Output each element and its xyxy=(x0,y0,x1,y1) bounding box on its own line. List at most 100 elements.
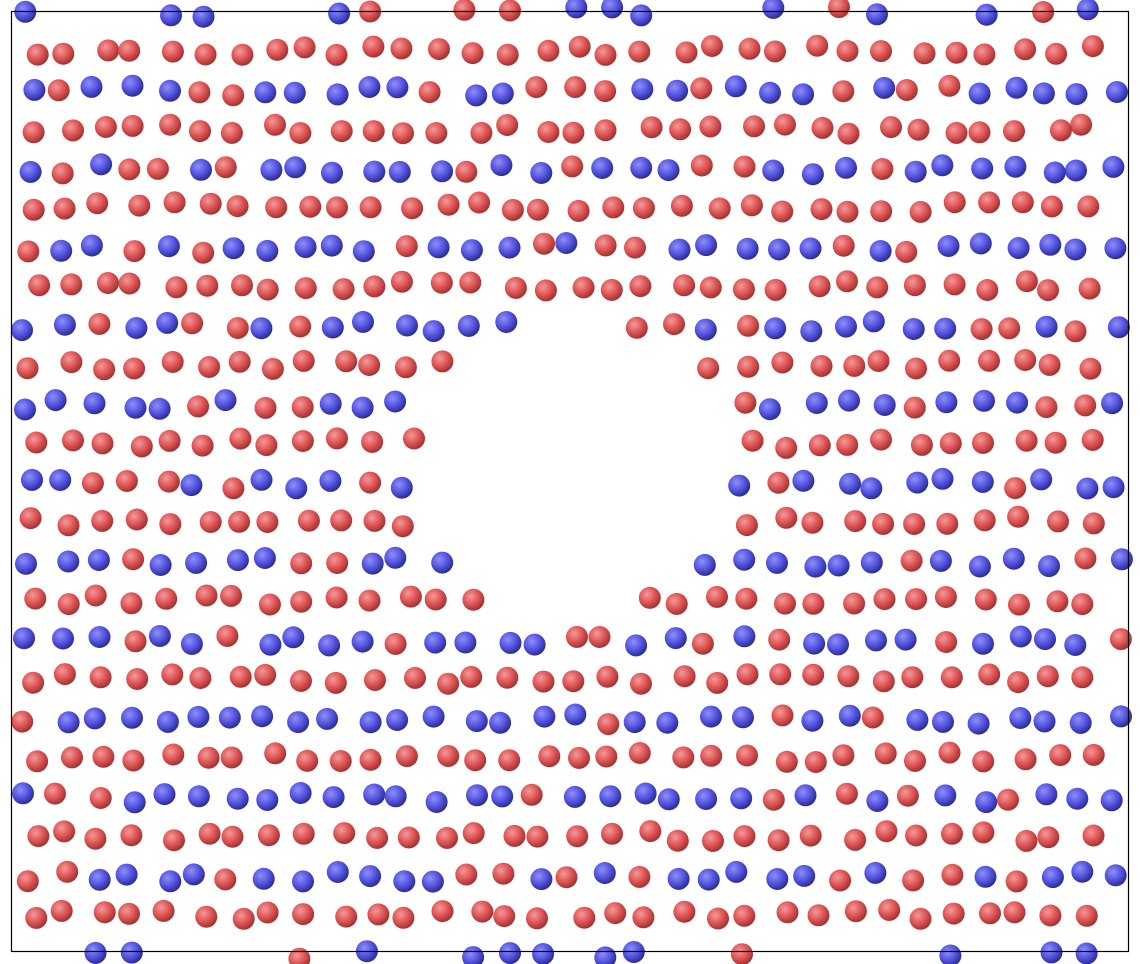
red-atom xyxy=(979,902,1001,925)
red-atom xyxy=(936,512,959,535)
blue-atom xyxy=(256,789,279,811)
blue-atom xyxy=(87,549,110,571)
blue-atom xyxy=(321,161,343,184)
blue-atom xyxy=(1038,555,1060,578)
blue-atom xyxy=(1102,155,1125,178)
simulation-box xyxy=(10,10,1130,953)
red-atom xyxy=(47,79,70,102)
blue-atom xyxy=(792,469,815,492)
red-atom xyxy=(361,430,384,453)
red-atom xyxy=(430,271,453,294)
red-atom xyxy=(561,155,584,178)
blue-atom xyxy=(860,551,883,574)
red-atom xyxy=(403,427,425,450)
red-atom xyxy=(1046,590,1069,613)
red-atom xyxy=(837,122,860,145)
red-atom xyxy=(254,663,277,686)
blue-atom xyxy=(728,474,751,497)
blue-atom xyxy=(283,81,306,104)
red-atom xyxy=(222,477,245,500)
blue-atom xyxy=(1100,789,1123,812)
blue-atom xyxy=(250,317,273,340)
blue-atom xyxy=(667,867,690,890)
red-atom xyxy=(161,663,184,686)
blue-atom xyxy=(968,555,991,578)
blue-atom xyxy=(931,467,954,490)
blue-atom xyxy=(185,551,208,574)
red-atom xyxy=(159,113,182,136)
red-atom xyxy=(198,822,221,845)
blue-atom xyxy=(1006,391,1029,414)
red-atom xyxy=(93,358,116,381)
red-atom xyxy=(836,40,859,62)
red-atom xyxy=(903,513,926,535)
blue-atom xyxy=(180,633,203,655)
red-atom xyxy=(526,907,548,930)
red-atom xyxy=(391,515,414,538)
blue-atom xyxy=(322,786,345,809)
blue-atom xyxy=(630,4,653,27)
blue-atom xyxy=(226,549,249,572)
blue-atom xyxy=(937,235,960,257)
red-atom xyxy=(810,355,833,377)
red-atom xyxy=(736,663,759,686)
red-atom xyxy=(534,279,557,302)
red-atom xyxy=(115,470,138,492)
red-atom xyxy=(672,746,695,769)
red-atom xyxy=(332,278,355,301)
red-atom xyxy=(566,625,588,648)
red-atom xyxy=(1074,547,1097,570)
red-atom xyxy=(808,434,831,457)
red-atom xyxy=(363,509,386,532)
blue-atom xyxy=(929,549,952,572)
red-atom xyxy=(91,432,114,455)
red-atom xyxy=(264,742,287,765)
blue-atom xyxy=(124,396,147,419)
red-atom xyxy=(460,665,483,688)
red-atom xyxy=(492,862,515,885)
red-atom xyxy=(903,274,926,297)
red-atom xyxy=(1015,270,1038,293)
red-atom xyxy=(706,671,729,694)
red-atom xyxy=(940,666,963,689)
blue-atom xyxy=(530,162,553,184)
red-atom xyxy=(226,317,249,339)
red-atom xyxy=(496,43,519,66)
blue-atom xyxy=(250,468,273,491)
blue-atom xyxy=(801,709,824,732)
red-atom xyxy=(325,43,348,66)
red-atom xyxy=(829,869,852,892)
red-atom xyxy=(699,276,722,299)
red-atom xyxy=(708,197,731,220)
blue-atom xyxy=(904,160,927,183)
blue-atom xyxy=(359,711,382,734)
red-atom xyxy=(290,590,313,613)
red-atom xyxy=(228,510,251,533)
red-atom xyxy=(837,665,860,688)
red-atom xyxy=(504,276,527,299)
blue-atom xyxy=(121,706,143,729)
blue-atom xyxy=(599,785,622,808)
blue-atom xyxy=(384,785,407,808)
red-atom xyxy=(53,820,76,843)
red-atom xyxy=(294,277,317,300)
red-atom xyxy=(470,121,493,144)
red-atom xyxy=(600,278,623,301)
blue-atom xyxy=(968,82,991,105)
red-atom xyxy=(60,273,83,296)
blue-atom xyxy=(57,550,80,573)
red-atom xyxy=(941,863,964,886)
red-atom xyxy=(706,585,728,608)
red-atom xyxy=(404,666,426,689)
red-atom xyxy=(84,827,107,850)
red-atom xyxy=(639,820,662,843)
blue-atom xyxy=(386,76,409,99)
blue-atom xyxy=(120,941,143,964)
red-atom xyxy=(690,77,713,100)
blue-atom xyxy=(906,708,929,731)
red-atom xyxy=(767,829,790,852)
blue-atom xyxy=(1076,0,1099,21)
red-atom xyxy=(675,41,698,64)
red-atom xyxy=(1064,320,1087,343)
